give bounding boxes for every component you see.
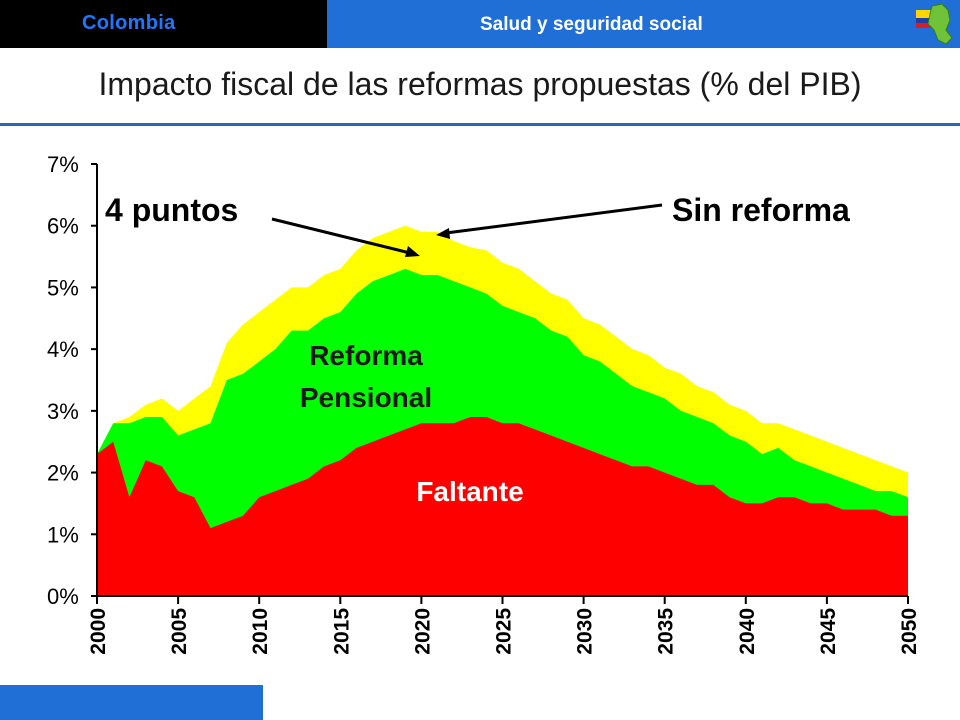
y-tick-label: 3% [47, 399, 79, 424]
annotation-reforma-line2: Pensional [300, 382, 432, 413]
x-tick-label: 2020 [411, 608, 434, 655]
x-tick-label: 2035 [655, 608, 678, 655]
area-faltante [97, 417, 908, 596]
annotation-reforma-line1: Reforma [309, 340, 423, 371]
page-title: Impacto fiscal de las reformas propuesta… [98, 66, 862, 102]
footer-bar [0, 685, 263, 720]
y-tick-label: 0% [47, 584, 79, 609]
y-tick-label: 1% [47, 522, 79, 547]
country-label: Colombia [82, 12, 176, 34]
y-tick-label: 4% [47, 337, 79, 362]
colombia-map-icon [912, 0, 960, 48]
arrow-sin-reforma [445, 203, 663, 235]
annotation-faltante: Faltante [416, 476, 523, 507]
annotation-sin-reforma: Sin reforma [672, 192, 850, 228]
arrow-4-puntos [271, 217, 411, 255]
title-divider [0, 123, 960, 126]
arrow-sin-reforma-head [436, 228, 450, 239]
y-tick-label: 6% [47, 214, 79, 239]
x-tick-label: 2050 [898, 608, 921, 655]
header-section-bar: Salud y seguridad social [327, 0, 960, 48]
x-tick-label: 2015 [330, 608, 353, 655]
annotation-4-puntos: 4 puntos [105, 192, 238, 228]
x-tick-label: 2030 [574, 608, 597, 655]
x-tick-label: 2000 [87, 608, 110, 655]
x-tick-label: 2005 [168, 608, 191, 655]
y-tick-label: 5% [47, 275, 79, 300]
x-tick-label: 2040 [736, 608, 759, 655]
x-tick-label: 2025 [493, 608, 516, 655]
x-tick-label: 2010 [249, 608, 272, 655]
arrow-4-puntos-head [405, 246, 420, 257]
y-tick-label: 7% [47, 152, 79, 177]
header-country-bar: Colombia [0, 0, 327, 48]
x-tick-label: 2045 [817, 608, 840, 655]
y-tick-label: 2% [47, 461, 79, 486]
section-label: Salud y seguridad social [480, 14, 703, 35]
fiscal-impact-chart: 0% 1% 2% 3% 4% 5% 6% 7% 2000 2005 2010 2015 2020 2025… [47, 152, 921, 655]
